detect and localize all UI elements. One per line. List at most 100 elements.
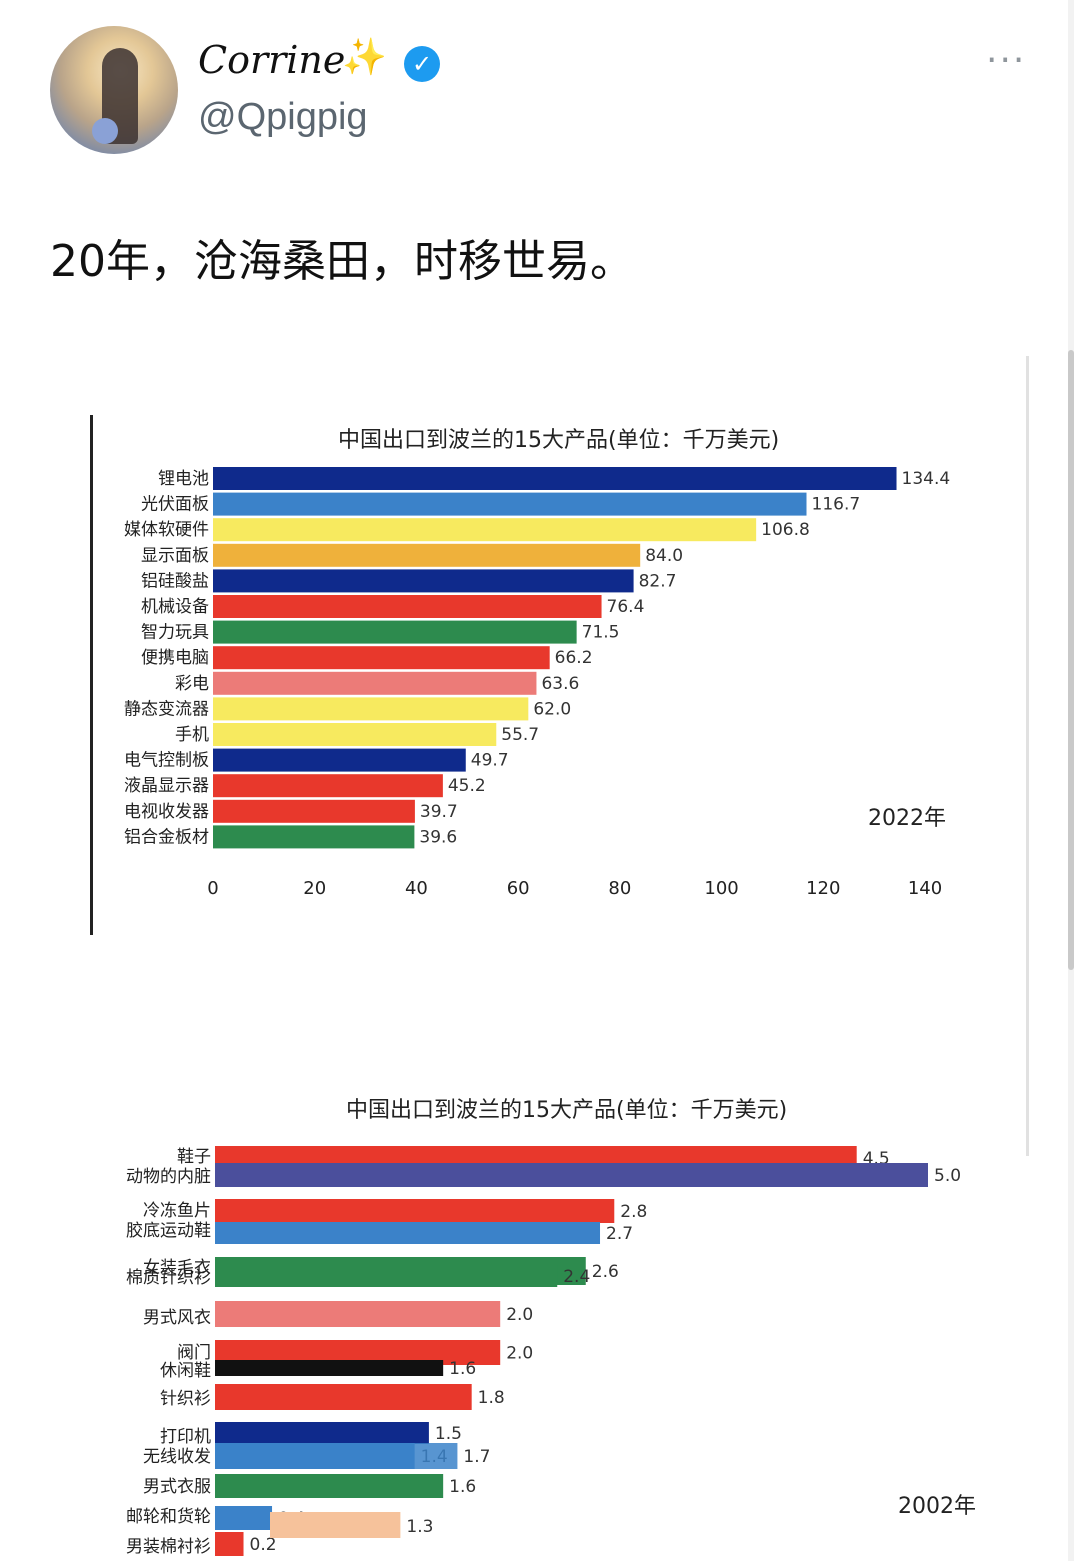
value-label: 106.8 — [761, 520, 810, 540]
chart-bar — [213, 671, 537, 695]
more-options-icon[interactable]: ··· — [986, 40, 1027, 81]
category-label: 胶底运动鞋 — [126, 1221, 211, 1241]
category-label: 针织衫 — [160, 1389, 211, 1409]
chart-bar — [215, 1506, 273, 1530]
chart-bar — [213, 825, 415, 849]
category-label: 彩电 — [175, 674, 209, 694]
category-label: 锂电池 — [158, 469, 209, 489]
chart-bar — [213, 723, 497, 746]
x-tick-label: 20 — [303, 878, 326, 899]
post-text: 20年，沧海桑田，时移世易。 — [50, 236, 634, 287]
category-label: 电气控制板 — [124, 751, 209, 771]
category-label: 光伏面板 — [141, 495, 209, 515]
chart-bar — [213, 595, 602, 618]
chart-bar — [213, 799, 415, 823]
author-handle[interactable]: @Qpigpig — [198, 96, 368, 138]
value-label: 1.7 — [463, 1447, 490, 1467]
value-label: 1.5 — [435, 1424, 462, 1444]
chart-title: 中国出口到波兰的15大产品(单位：千万美元) — [338, 428, 780, 453]
chart-bar — [213, 774, 443, 798]
value-label: 2.0 — [506, 1305, 533, 1325]
chart-bar — [215, 1222, 601, 1244]
sparkle-icon: ✨ — [342, 37, 387, 78]
chart-bar — [215, 1301, 501, 1327]
category-label: 手机 — [175, 725, 209, 745]
chart-bar — [213, 467, 897, 490]
value-label: 1.3 — [406, 1517, 433, 1537]
x-tick-label: 40 — [405, 878, 428, 899]
category-label: 电视收发器 — [124, 802, 209, 822]
x-tick-label: 100 — [704, 878, 738, 899]
category-label: 液晶显示器 — [124, 776, 209, 796]
category-label: 女装毛衣 — [143, 1258, 211, 1278]
scrollbar-thumb[interactable] — [1068, 350, 1074, 970]
category-label: 男式风衣 — [143, 1308, 211, 1328]
chart-bar — [213, 646, 550, 670]
chart-bar — [215, 1532, 244, 1556]
category-label: 机械设备 — [141, 597, 209, 617]
chart-title: 中国出口到波兰的15大产品(单位：千万美元) — [346, 1098, 788, 1123]
category-label: 阀门 — [177, 1343, 211, 1363]
value-label: 55.7 — [501, 725, 539, 745]
value-label: 116.7 — [812, 495, 861, 515]
chart-bar — [215, 1384, 472, 1410]
chart-bar — [213, 518, 757, 542]
x-tick-label: 80 — [608, 878, 631, 899]
value-label: 66.2 — [555, 648, 593, 668]
category-label: 铝合金板材 — [124, 827, 209, 847]
avatar[interactable] — [50, 26, 178, 154]
chart-bar — [215, 1163, 928, 1187]
value-label: 62.0 — [533, 699, 571, 719]
author-name[interactable]: Corrine — [198, 38, 346, 82]
category-label: 男装棉衬衫 — [126, 1537, 211, 1557]
category-label: 铝硅酸盐 — [141, 571, 209, 591]
value-label: 84.0 — [645, 546, 683, 566]
value-label: 0.2 — [250, 1535, 277, 1555]
category-label: 静态变流器 — [124, 699, 209, 719]
chart-bar — [215, 1360, 444, 1376]
value-label: 82.7 — [639, 571, 677, 591]
value-label: 2.6 — [592, 1262, 619, 1282]
value-label: 2.8 — [620, 1202, 647, 1222]
chart-bar — [215, 1422, 429, 1444]
category-label: 邮轮和货轮 — [126, 1507, 211, 1527]
value-label: 71.5 — [582, 623, 620, 643]
chart-bar — [213, 569, 634, 593]
value-label: 2.7 — [606, 1224, 633, 1244]
category-label: 休闲鞋 — [160, 1361, 211, 1381]
x-tick-label: 140 — [908, 878, 942, 899]
chart-2022: 中国出口到波兰的15大产品(单位：千万美元) 2022年 锂电池 134.4 光伏面… — [0, 400, 1080, 960]
x-tick-label: 60 — [507, 878, 530, 899]
category-label: 智力玩具 — [141, 623, 209, 643]
verified-icon: ✓ — [404, 46, 440, 82]
value-label: 2.0 — [506, 1344, 533, 1364]
chart-2002: 中国出口到波兰的15大产品(单位：千万美元) 2002年 鞋子 4.5 动物的内脏 5… — [0, 1070, 1080, 1561]
value-label: 1.6 — [449, 1359, 476, 1379]
category-label: 显示面板 — [141, 546, 209, 566]
chart-bar — [215, 1474, 444, 1498]
value-label: 1.8 — [478, 1388, 505, 1408]
chart-2022-svg: 锂电池 134.4 光伏面板 116.7 媒体软硬件 106.8 显示面板 84.0 铝硅酸盐 8… — [124, 467, 950, 899]
post-header: Corrine ✨ ✓ @Qpigpig ··· — [0, 0, 1080, 170]
value-label: 1.6 — [449, 1477, 476, 1497]
value-label: 63.6 — [541, 674, 579, 694]
chart-bar — [213, 697, 529, 721]
chart-year-label: 2002年 — [898, 1494, 976, 1519]
chart-year-label: 2022年 — [868, 806, 946, 831]
chart-left-rule — [90, 415, 93, 935]
category-label: 便携电脑 — [141, 648, 209, 668]
category-label: 无线收发 — [143, 1447, 211, 1467]
category-label: 棉质针织衫 — [126, 1268, 211, 1288]
chart-bar — [215, 1443, 458, 1469]
category-label: 打印机 — [160, 1427, 211, 1447]
chart-bar — [270, 1512, 401, 1538]
value-label: 76.4 — [607, 597, 645, 617]
chart-bar — [213, 748, 466, 772]
value-label: 39.7 — [420, 802, 458, 822]
category-label: 动物的内脏 — [126, 1167, 211, 1187]
chart-bar — [213, 543, 641, 567]
value-label: 49.7 — [471, 751, 509, 771]
category-label: 媒体软硬件 — [124, 520, 209, 540]
avatar-flower — [92, 118, 118, 144]
